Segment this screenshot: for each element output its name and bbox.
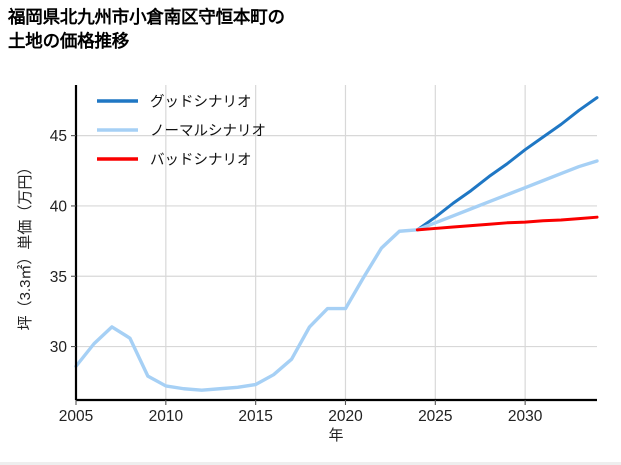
series-line-2 xyxy=(415,215,599,232)
y-tick-label: 35 xyxy=(50,269,67,286)
legend-label-0: グッドシナリオ xyxy=(150,94,252,111)
series-line-1 xyxy=(74,159,599,392)
x-tick-label: 2010 xyxy=(149,408,184,425)
y-axis-label: 坪（3.3㎡）単価（万円） xyxy=(17,160,34,331)
x-tick-label: 2015 xyxy=(238,408,272,425)
y-axis-ticks: 30 35 40 45 xyxy=(50,128,76,356)
bottom-divider xyxy=(0,462,621,465)
x-axis-ticks: 2005 2010 2015 2020 2025 2030 xyxy=(59,400,543,425)
y-tick-label: 45 xyxy=(50,128,67,145)
legend-label-1: ノーマルシナリオ xyxy=(150,124,266,140)
series-line-0 xyxy=(415,96,599,232)
x-tick-label: 2020 xyxy=(328,408,363,425)
chart-title: 福岡県北九州市小倉南区守恒本町の 土地の価格推移 xyxy=(8,7,285,51)
x-axis-label: 年 xyxy=(328,427,343,444)
y-tick-label: 30 xyxy=(50,339,68,356)
gridlines xyxy=(76,135,597,348)
legend-label-2: バッドシナリオ xyxy=(150,153,252,169)
series-lines xyxy=(74,96,599,392)
x-tick-label: 2030 xyxy=(508,408,543,425)
y-tick-label: 40 xyxy=(50,198,68,215)
axis-spines xyxy=(74,85,597,402)
vertical-gridlines xyxy=(75,85,526,400)
x-tick-label: 2005 xyxy=(59,408,93,425)
x-tick-label: 2025 xyxy=(418,408,452,425)
